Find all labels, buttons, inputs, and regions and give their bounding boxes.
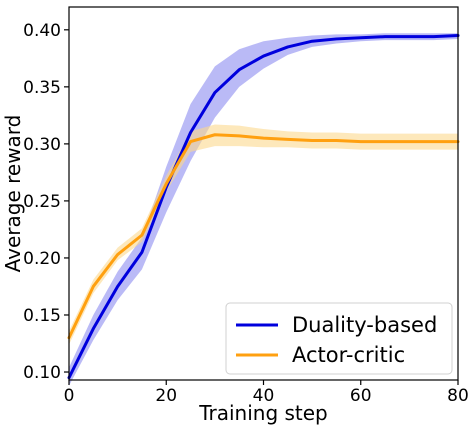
actor-critic-band [69, 124, 458, 345]
legend-label-actor-critic: Actor-critic [292, 343, 405, 367]
y-tick-label: 0.40 [23, 21, 61, 41]
legend-box [225, 302, 453, 375]
confidence-bands [69, 33, 458, 386]
y-tick-label: 0.30 [23, 135, 61, 155]
y-tick-label: 0.20 [23, 249, 61, 269]
y-tick-label: 0.15 [23, 306, 61, 326]
series-lines [67, 34, 460, 380]
legend-label-duality-based: Duality-based [292, 313, 437, 337]
x-tick-label: 80 [447, 386, 469, 406]
y-axis: 0.10 0.15 0.20 0.25 0.30 0.35 0.40 [23, 21, 69, 383]
legend: Duality-based Actor-critic [225, 302, 453, 375]
actor-critic-line [67, 133, 460, 340]
x-tick-label: 20 [155, 386, 177, 406]
x-axis-label: Training step [198, 401, 328, 425]
y-tick-label: 0.35 [23, 78, 61, 98]
x-axis: 0 20 40 60 80 [64, 380, 469, 406]
x-tick-label: 40 [253, 386, 275, 406]
y-tick-label: 0.10 [23, 363, 61, 383]
y-axis-label: Average reward [1, 115, 25, 273]
duality-based-line [67, 34, 460, 380]
y-tick-label: 0.25 [23, 192, 61, 212]
x-tick-label: 60 [350, 386, 372, 406]
x-tick-label: 0 [64, 386, 75, 406]
